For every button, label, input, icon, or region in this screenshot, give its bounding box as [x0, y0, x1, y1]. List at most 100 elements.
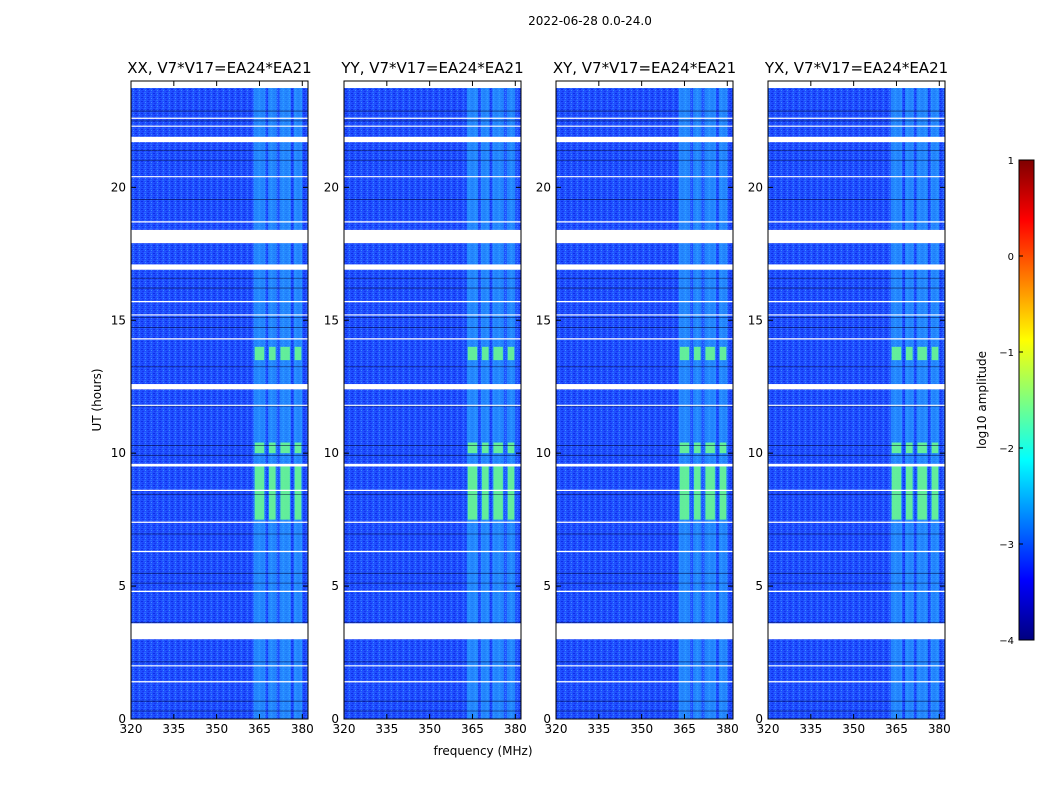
rfi-bright-block [917, 442, 927, 454]
empty-region [768, 81, 945, 88]
rfi-bright-block [280, 442, 290, 454]
flagged-range [556, 463, 733, 467]
spectrogram-panel: XX, V7*V17=EA24*EA21 320 335 350 365 380 0 5 10 1… [111, 59, 314, 736]
rfi-bright-block [507, 442, 515, 454]
rfi-bright-block [467, 466, 478, 520]
panel-title: XY, V7*V17=EA24*EA21 [553, 59, 736, 77]
y-tick-label: 20 [536, 180, 551, 194]
colorbar-tick-label: −4 [999, 636, 1014, 647]
colorbar-tick-label: 0 [1008, 252, 1014, 263]
panel-frame [555, 80, 734, 720]
y-tick-label: 5 [118, 579, 126, 593]
rfi-bright-block [493, 466, 503, 520]
y-tick-label: 15 [748, 313, 763, 327]
colorbar-label: log10 amplitude [975, 351, 989, 449]
rfi-bright-block [931, 442, 939, 454]
x-tick-label: 335 [799, 722, 822, 736]
flagged-range [131, 623, 308, 640]
rfi-bright-block [679, 442, 690, 454]
y-tick-label: 0 [118, 712, 126, 726]
y-tick-label: 10 [536, 446, 551, 460]
rfi-bright-block [507, 346, 515, 361]
panel-frame [130, 80, 309, 720]
rfi-bright-block [906, 466, 913, 520]
x-tick-label: 380 [716, 722, 739, 736]
x-tick-label: 350 [205, 722, 228, 736]
x-tick-label: 380 [504, 722, 527, 736]
flagged-range [556, 384, 733, 390]
rfi-band [506, 88, 516, 719]
rfi-bright-block [931, 466, 939, 520]
flagged-range [344, 463, 521, 467]
rfi-bright-block [891, 442, 902, 454]
rfi-band [693, 88, 702, 719]
rfi-bright-block [917, 466, 927, 520]
x-tick-label: 365 [461, 722, 484, 736]
heatmap-background [556, 88, 733, 719]
rfi-bright-block [467, 442, 478, 454]
y-tick-label: 15 [536, 313, 551, 327]
x-tick-label: 320 [757, 722, 780, 736]
rfi-band [492, 88, 504, 719]
rfi-bright-block [254, 442, 265, 454]
empty-region [556, 81, 733, 88]
x-tick-label: 365 [673, 722, 696, 736]
heatmap-background [344, 88, 521, 719]
flagged-range [768, 264, 945, 270]
rfi-bright-block [280, 346, 290, 361]
x-tick-label: 320 [333, 722, 356, 736]
rfi-bright-block [254, 466, 265, 520]
rfi-bright-block [467, 346, 478, 361]
rfi-bright-block [705, 466, 715, 520]
rfi-band [293, 88, 303, 719]
rfi-bright-block [719, 346, 727, 361]
x-tick-label: 335 [162, 722, 185, 736]
rfi-band [466, 88, 479, 719]
rfi-bright-block [294, 346, 302, 361]
rfi-bright-block [493, 346, 503, 361]
y-tick-label: 5 [755, 579, 763, 593]
flagged-range [131, 264, 308, 270]
x-tick-label: 350 [842, 722, 865, 736]
flagged-range [556, 229, 733, 244]
panel-title: YX, V7*V17=EA24*EA21 [764, 59, 948, 77]
flagged-range [344, 264, 521, 270]
colorbar-tick-label: −1 [999, 348, 1014, 359]
flagged-range [768, 136, 945, 143]
x-tick-label: 335 [375, 722, 398, 736]
rfi-bright-block [694, 442, 701, 454]
y-tick-label: 20 [111, 180, 126, 194]
rfi-bright-block [719, 466, 727, 520]
rfi-band [279, 88, 291, 719]
rfi-bright-block [269, 466, 276, 520]
flagged-range [344, 229, 521, 244]
y-tick-label: 10 [324, 446, 339, 460]
rfi-band [481, 88, 490, 719]
spectrogram-panel: YX, V7*V17=EA24*EA21 320 335 350 365 380 0 5 10 1… [748, 59, 951, 736]
rfi-bright-block [906, 442, 913, 454]
flagged-range [768, 384, 945, 390]
y-tick-label: 0 [331, 712, 339, 726]
x-tick-label: 350 [418, 722, 441, 736]
x-tick-label: 320 [120, 722, 143, 736]
flagged-range [556, 264, 733, 270]
rfi-band [253, 88, 266, 719]
spectrogram-panel: YY, V7*V17=EA24*EA21 320 335 350 365 380 0 5 10 1… [324, 59, 527, 736]
rfi-band [678, 88, 691, 719]
rfi-bright-block [482, 466, 489, 520]
colorbar-tick-label: 1 [1008, 156, 1014, 167]
x-tick-label: 380 [291, 722, 314, 736]
empty-region [344, 81, 521, 88]
rfi-bright-block [694, 466, 701, 520]
x-tick-label: 365 [248, 722, 271, 736]
x-tick-label: 380 [928, 722, 951, 736]
flagged-range [344, 136, 521, 143]
rfi-bright-block [280, 466, 290, 520]
rfi-bright-block [906, 346, 913, 361]
flagged-range [768, 463, 945, 467]
rfi-bright-block [679, 466, 690, 520]
y-tick-label: 10 [111, 446, 126, 460]
y-tick-label: 20 [748, 180, 763, 194]
flagged-range [131, 136, 308, 143]
